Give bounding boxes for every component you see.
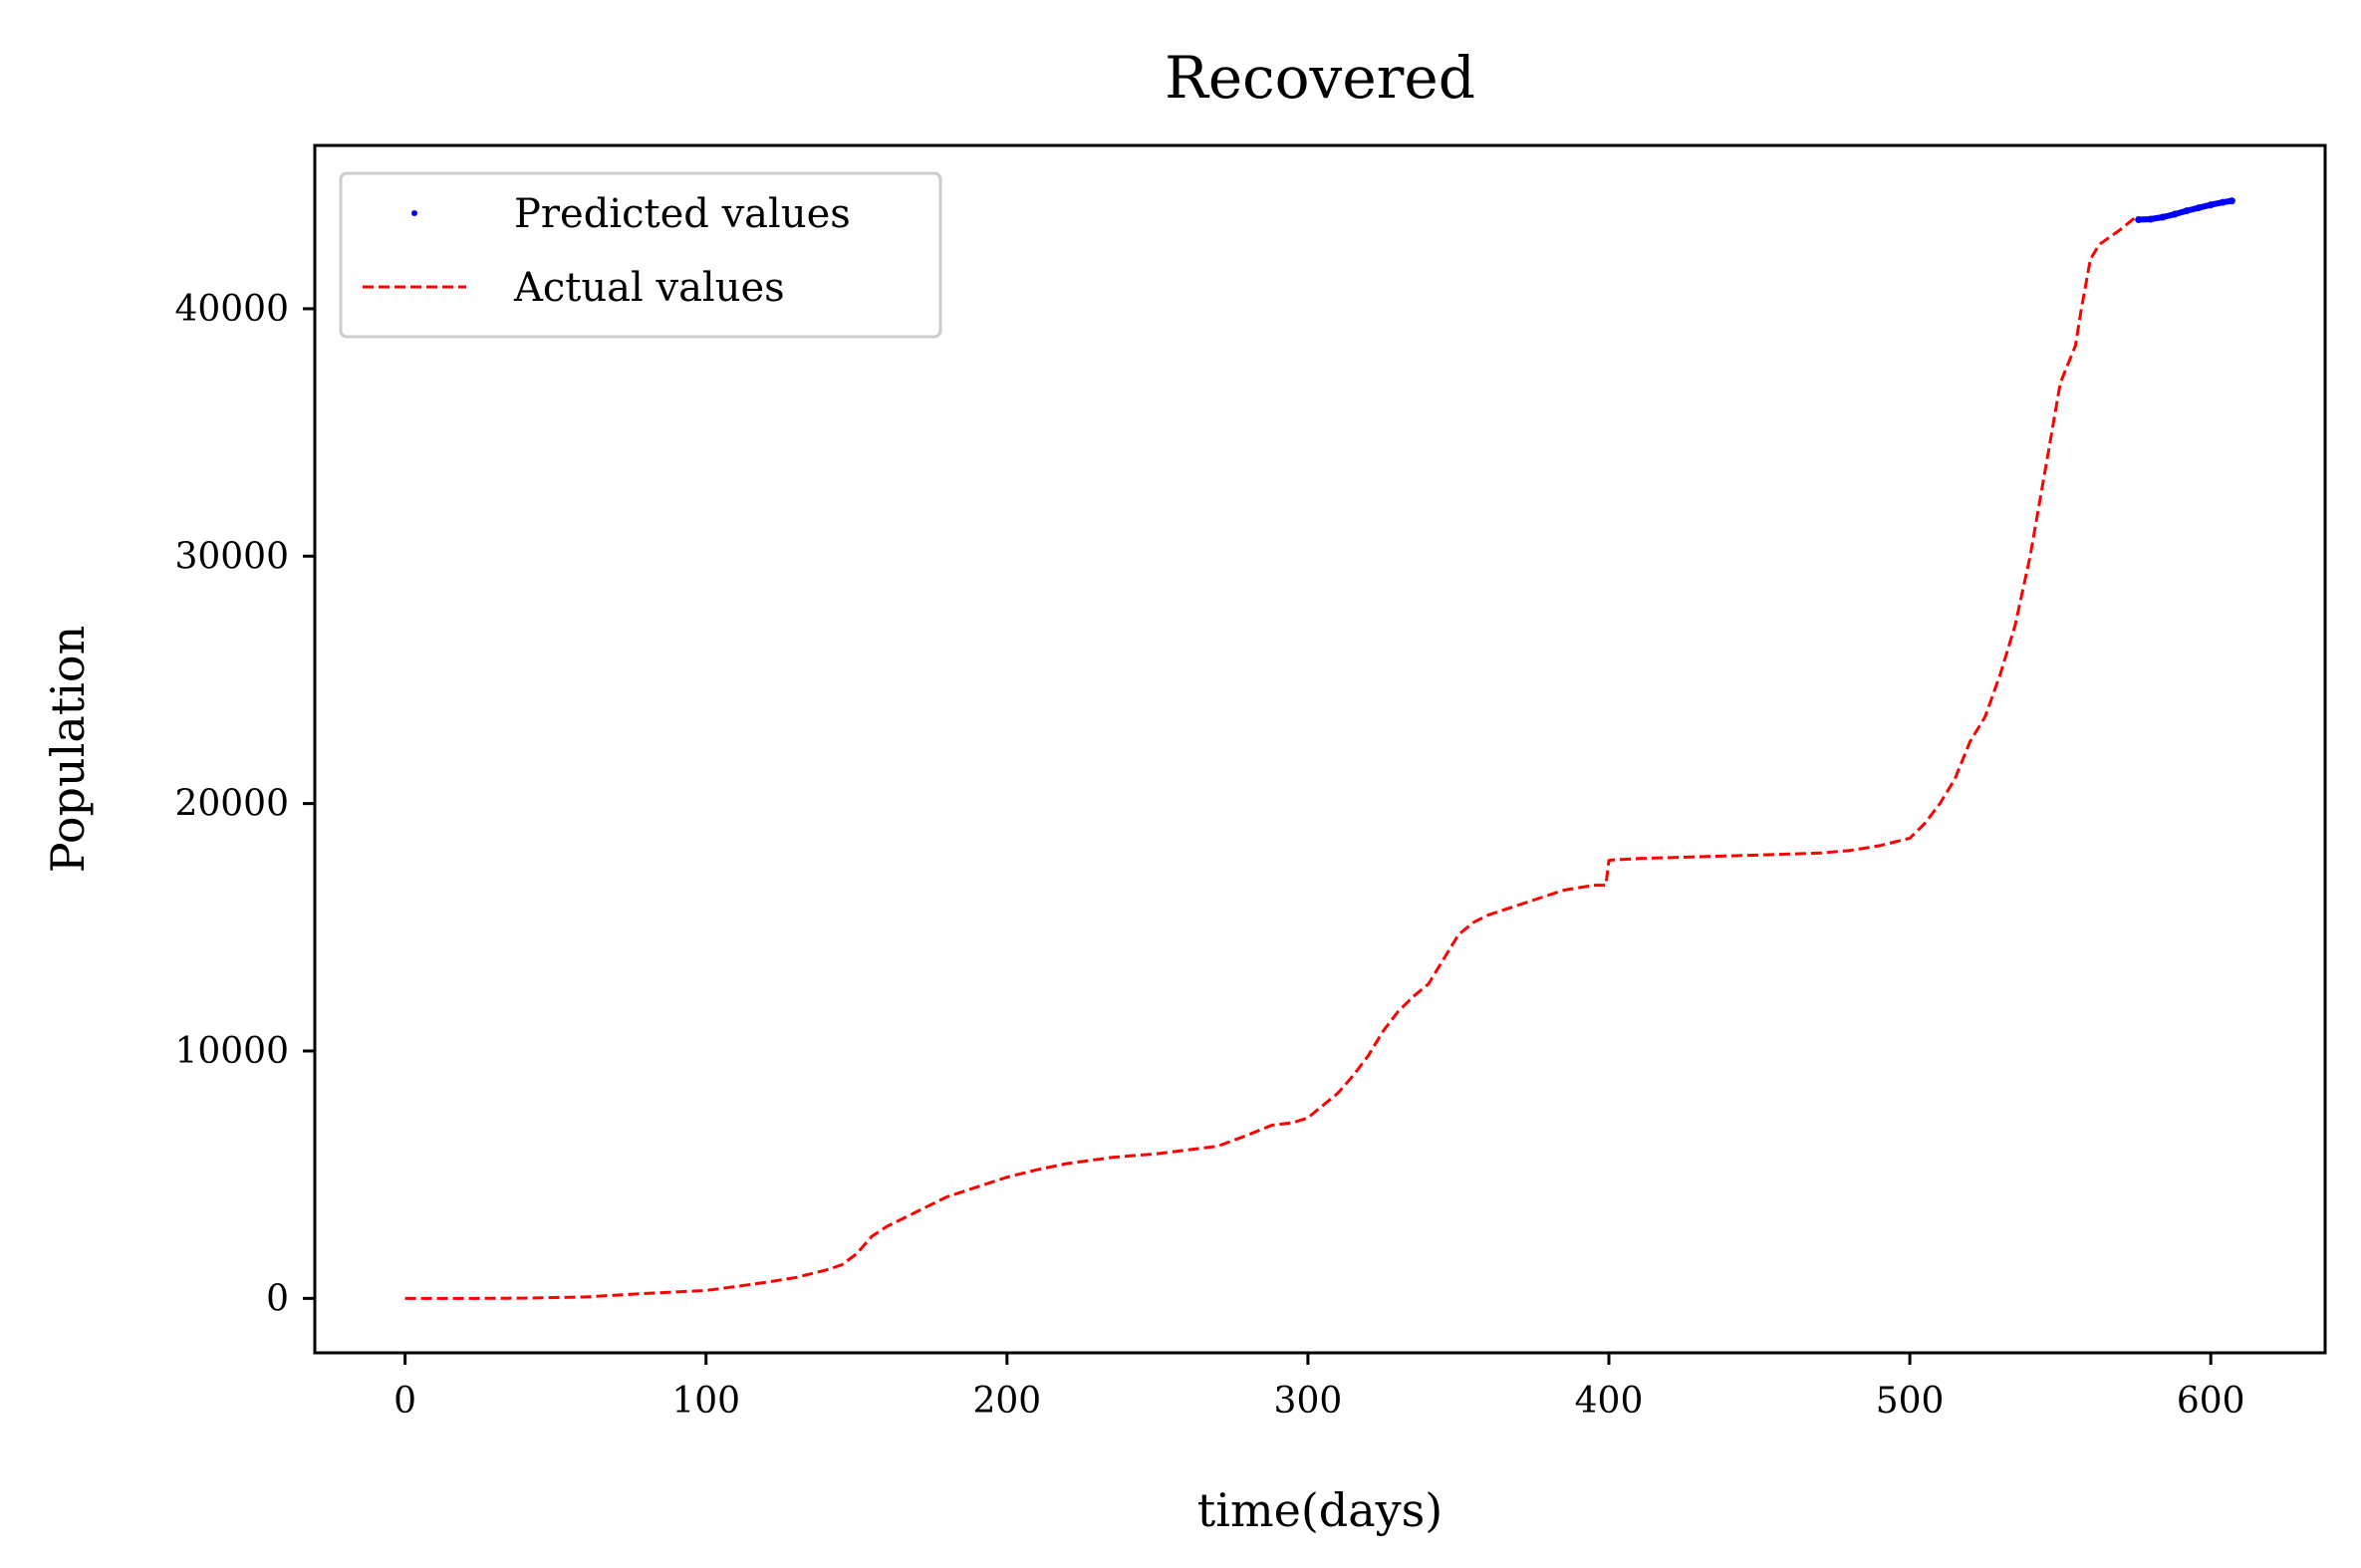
series-actual-values-line (404, 215, 2137, 1300)
legend: Predicted values Actual values (339, 171, 942, 339)
predicted-point (2207, 201, 2215, 209)
predicted-point (2147, 215, 2155, 223)
x-axis-label: time(days) (1197, 1483, 1443, 1537)
legend-marker-predicted (411, 210, 417, 216)
predicted-point (2183, 207, 2191, 215)
predicted-point (2135, 216, 2143, 224)
y-tick-label: 20000 (174, 784, 289, 825)
predicted-point (2195, 204, 2203, 212)
x-tick-label: 300 (1274, 1381, 1343, 1422)
y-tick-label: 40000 (174, 289, 289, 330)
predicted-point (2228, 197, 2235, 205)
y-tick-label: 30000 (174, 536, 289, 577)
x-tick-label: 200 (972, 1381, 1041, 1422)
ticks-layer: 0 100 200 300 400 500 600 0 10000 20000 30000 40000 (174, 289, 2244, 1422)
plot-frame (313, 143, 2327, 1355)
predicted-point (2219, 198, 2227, 206)
x-tick-label: 600 (2177, 1381, 2245, 1422)
predicted-point (2171, 210, 2179, 218)
legend-box (339, 171, 942, 339)
series-layer (404, 197, 2235, 1300)
x-tick-label: 400 (1575, 1381, 1644, 1422)
x-tick-label: 0 (394, 1381, 416, 1422)
legend-label-actual: Actual values (513, 265, 785, 311)
x-tick-label: 100 (671, 1381, 740, 1422)
x-tick-label: 500 (1876, 1381, 1945, 1422)
chart-title: Recovered (1165, 44, 1475, 112)
y-tick-label: 10000 (174, 1031, 289, 1072)
y-tick-label: 0 (266, 1278, 289, 1319)
legend-label-predicted: Predicted values (514, 191, 851, 237)
y-axis-label: Population (41, 626, 95, 874)
predicted-point (2159, 213, 2167, 221)
